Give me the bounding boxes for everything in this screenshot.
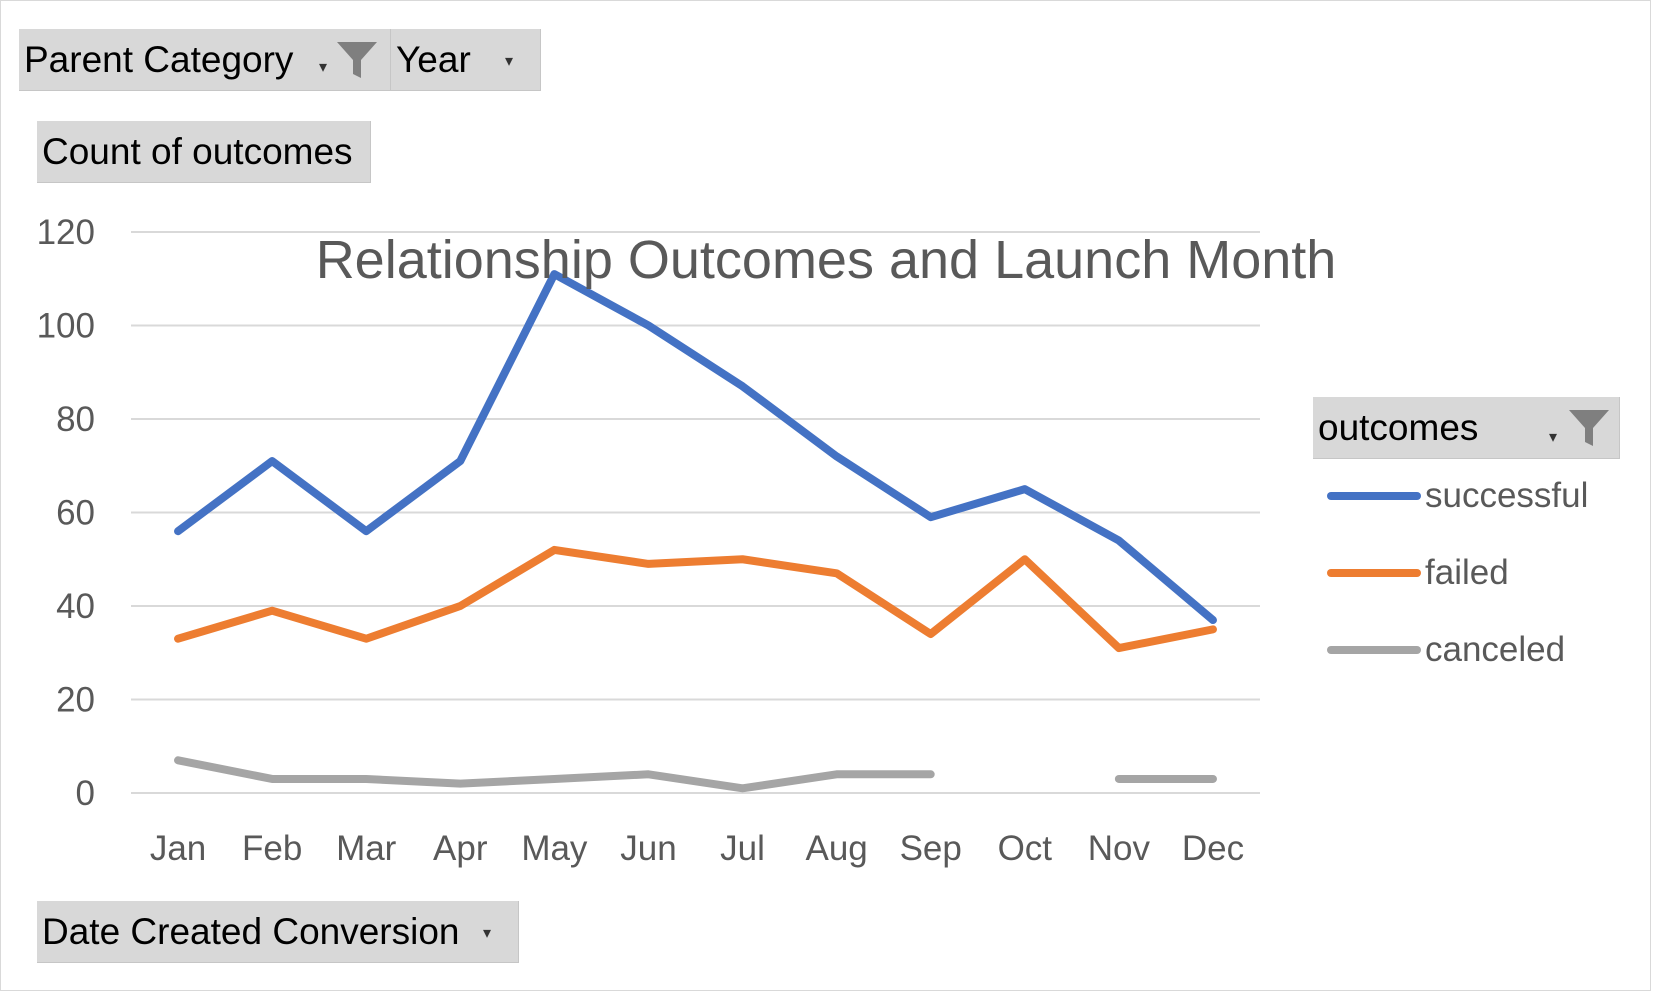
legend-swatch xyxy=(1327,646,1421,654)
series-line-failed xyxy=(174,545,1217,653)
y-tick-label: 100 xyxy=(37,307,95,346)
count-of-outcomes-label: Count of outcomes xyxy=(42,130,353,172)
y-tick-label: 20 xyxy=(56,681,95,720)
dropdown-arrow-icon: ▾ xyxy=(1549,427,1558,446)
count-of-outcomes-field-button[interactable]: Count of outcomes xyxy=(37,121,371,183)
funnel-icon xyxy=(1569,410,1609,446)
x-tick-label: Sep xyxy=(900,829,962,868)
legend-swatch xyxy=(1327,492,1421,500)
x-tick-label: Jul xyxy=(720,829,765,868)
y-tick-label: 40 xyxy=(56,587,95,626)
date-created-conversion-label: Date Created Conversion xyxy=(42,910,460,952)
dropdown-arrow-icon: ▾ xyxy=(319,57,328,76)
parent-category-label: Parent Category xyxy=(24,38,294,80)
legend-swatch xyxy=(1327,569,1421,577)
chart-title: Relationship Outcomes and Launch Month xyxy=(316,230,1337,290)
y-tick-label: 120 xyxy=(37,213,95,252)
legend-item-canceled[interactable]: canceled xyxy=(1327,630,1565,670)
x-tick-label: Mar xyxy=(336,829,397,868)
legend-label: successful xyxy=(1425,476,1589,515)
year-label: Year xyxy=(396,38,471,80)
legend-label: canceled xyxy=(1425,630,1566,669)
x-tick-label: Jan xyxy=(150,829,206,868)
parent-category-filter-button[interactable]: Parent Category ▾ xyxy=(19,29,391,91)
legend-item-failed[interactable]: failed xyxy=(1327,553,1509,593)
x-tick-label: Jun xyxy=(620,829,676,868)
date-created-conversion-field-button[interactable]: Date Created Conversion ▾ xyxy=(37,901,519,963)
x-tick-label: Apr xyxy=(433,829,488,868)
y-tick-label: 60 xyxy=(56,494,95,533)
year-filter-button[interactable]: Year ▾ xyxy=(391,29,541,91)
x-tick-label: Oct xyxy=(998,829,1053,868)
legend-label: failed xyxy=(1425,553,1509,592)
y-tick-label: 80 xyxy=(56,400,95,439)
y-tick-label: 0 xyxy=(76,774,95,813)
outcomes-legend-field-button[interactable]: outcomes ▾ xyxy=(1313,397,1620,459)
outcomes-field-label: outcomes xyxy=(1318,406,1479,448)
x-tick-label: Nov xyxy=(1088,829,1151,868)
x-tick-label: Feb xyxy=(242,829,302,868)
series-line-canceled xyxy=(174,756,935,793)
series-line-successful xyxy=(174,270,1217,625)
x-tick-label: Dec xyxy=(1182,829,1244,868)
legend-item-successful[interactable]: successful xyxy=(1327,476,1588,516)
x-tick-label: Aug xyxy=(805,829,867,868)
y-axis-tick-labels: 0 20 40 60 80 100 120 xyxy=(37,213,95,813)
dropdown-arrow-icon: ▾ xyxy=(483,923,492,942)
dropdown-arrow-icon: ▾ xyxy=(505,51,514,70)
funnel-icon xyxy=(337,42,377,78)
x-tick-label: May xyxy=(521,829,588,868)
gridlines xyxy=(131,231,1260,794)
series-lines xyxy=(174,270,1217,793)
x-axis-tick-labels: Jan Feb Mar Apr May Jun Jul Aug Sep Oct Nov Dec xyxy=(150,829,1244,868)
